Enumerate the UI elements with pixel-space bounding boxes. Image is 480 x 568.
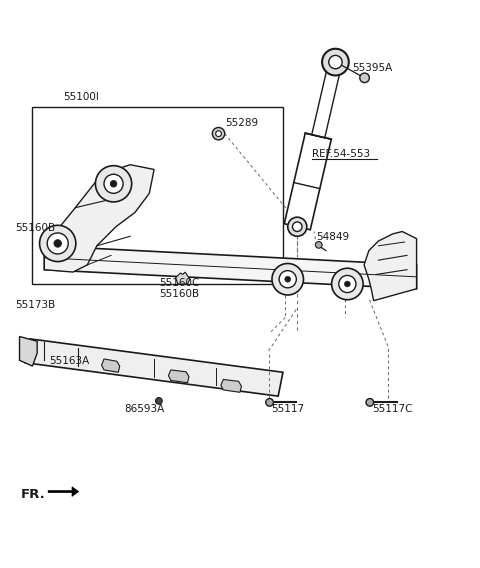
Text: 55160C: 55160C (159, 278, 199, 287)
Polygon shape (284, 133, 331, 229)
Circle shape (266, 399, 274, 406)
Circle shape (329, 56, 342, 69)
Circle shape (39, 225, 76, 262)
Polygon shape (221, 379, 241, 392)
Text: 55163A: 55163A (49, 356, 89, 366)
Circle shape (272, 264, 303, 295)
Circle shape (216, 131, 221, 136)
Circle shape (110, 181, 117, 187)
Circle shape (339, 275, 356, 293)
Circle shape (322, 49, 349, 76)
Circle shape (345, 281, 350, 287)
Text: 55117C: 55117C (372, 404, 413, 414)
Text: 86593A: 86593A (124, 404, 165, 414)
Circle shape (104, 174, 123, 193)
Polygon shape (168, 370, 189, 383)
Text: 55160B: 55160B (15, 223, 55, 233)
Circle shape (156, 398, 162, 404)
Circle shape (279, 270, 296, 288)
Polygon shape (25, 339, 283, 396)
Polygon shape (20, 336, 37, 366)
Circle shape (285, 277, 290, 282)
Polygon shape (102, 359, 120, 372)
Polygon shape (176, 272, 190, 284)
Text: 55100I: 55100I (63, 92, 99, 102)
Circle shape (288, 217, 307, 236)
Text: 55395A: 55395A (352, 63, 392, 73)
Text: 55289: 55289 (226, 118, 259, 128)
Polygon shape (44, 165, 154, 272)
Circle shape (96, 166, 132, 202)
Circle shape (47, 233, 68, 254)
Circle shape (54, 240, 61, 247)
Text: REF.54-553: REF.54-553 (312, 149, 370, 159)
Polygon shape (44, 246, 417, 289)
Circle shape (332, 268, 363, 300)
Text: 55117: 55117 (271, 404, 304, 414)
Text: 55173B: 55173B (15, 300, 55, 311)
Text: 54849: 54849 (316, 232, 349, 242)
Polygon shape (312, 61, 342, 137)
Text: FR.: FR. (21, 488, 45, 502)
Circle shape (315, 241, 322, 248)
Circle shape (366, 399, 373, 406)
Circle shape (360, 73, 369, 82)
Polygon shape (48, 487, 79, 496)
Circle shape (292, 222, 302, 232)
Circle shape (212, 127, 225, 140)
Polygon shape (364, 232, 417, 300)
Text: 55160B: 55160B (159, 289, 199, 299)
